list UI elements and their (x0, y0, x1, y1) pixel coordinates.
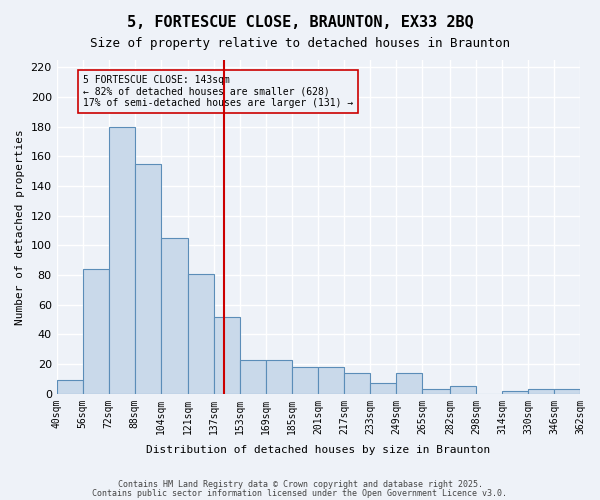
Bar (109, 127, 134, 394)
Bar (397, 373, 422, 394)
Y-axis label: Number of detached properties: Number of detached properties (15, 129, 25, 325)
Text: Contains public sector information licensed under the Open Government Licence v3: Contains public sector information licen… (92, 488, 508, 498)
Bar (554, 390, 580, 394)
Text: Size of property relative to detached houses in Braunton: Size of property relative to detached ho… (90, 38, 510, 51)
Bar (319, 367, 344, 394)
Text: 5 FORTESCUE CLOSE: 143sqm
← 82% of detached houses are smaller (628)
17% of semi: 5 FORTESCUE CLOSE: 143sqm ← 82% of detac… (83, 75, 353, 108)
Bar (188, 274, 214, 394)
Text: 5, FORTESCUE CLOSE, BRAUNTON, EX33 2BQ: 5, FORTESCUE CLOSE, BRAUNTON, EX33 2BQ (127, 15, 473, 30)
Text: Contains HM Land Registry data © Crown copyright and database right 2025.: Contains HM Land Registry data © Crown c… (118, 480, 482, 489)
Bar (134, 164, 161, 394)
Bar (450, 386, 476, 394)
Bar (528, 390, 554, 394)
Bar (370, 384, 397, 394)
Bar (422, 390, 450, 394)
Bar (214, 316, 241, 394)
Bar (56, 380, 83, 394)
Bar (344, 373, 370, 394)
Bar (502, 391, 528, 394)
Bar (241, 360, 266, 394)
X-axis label: Distribution of detached houses by size in Braunton: Distribution of detached houses by size … (146, 445, 490, 455)
Bar (161, 238, 188, 394)
Bar (266, 360, 292, 394)
Bar (292, 367, 319, 394)
Bar (83, 269, 109, 394)
